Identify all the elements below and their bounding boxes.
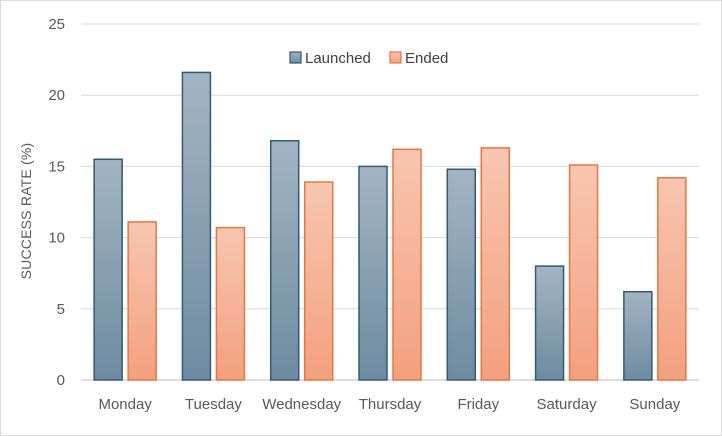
bar-launched-saturday <box>534 265 565 381</box>
legend-swatch-launched <box>289 51 302 64</box>
x-tick-label-sunday: Sunday <box>629 396 680 413</box>
y-tick-label: 15 <box>48 158 65 175</box>
bar-ended-sunday <box>657 177 687 381</box>
bar-launched-friday <box>446 168 477 381</box>
bar-ended-saturday <box>568 164 599 381</box>
x-tick-label-wednesday: Wednesday <box>262 396 341 413</box>
bar-ended-wednesday <box>303 181 334 381</box>
bar-ended-tuesday <box>215 226 246 381</box>
x-tick-label-tuesday: Tuesday <box>185 396 242 413</box>
bar-launched-sunday <box>623 290 653 381</box>
x-axis-ticks: Monday Tuesday Wednesday Thursday Friday Satu… <box>98 396 680 413</box>
x-tick-label-friday: Friday <box>457 396 499 413</box>
bars <box>93 71 687 381</box>
legend-label-ended: Ended <box>405 50 448 67</box>
gridlines <box>81 23 699 381</box>
bar-launched-monday <box>93 158 123 381</box>
y-tick-label: 10 <box>48 230 65 247</box>
bar-launched-thursday <box>358 165 388 381</box>
x-tick-label-monday: Monday <box>98 396 152 413</box>
y-tick-label: 5 <box>57 301 65 318</box>
y-tick-label: 0 <box>57 372 65 389</box>
legend: Launched Ended <box>289 50 448 67</box>
bar-ended-thursday <box>392 148 422 381</box>
bar-launched-wednesday <box>269 140 300 381</box>
legend-swatch-ended <box>389 51 402 64</box>
y-tick-label: 20 <box>48 87 65 104</box>
y-axis-ticks: 0 5 10 15 20 25 <box>48 16 65 389</box>
legend-label-launched: Launched <box>305 50 371 67</box>
bar-launched-tuesday <box>181 71 212 381</box>
x-tick-label-thursday: Thursday <box>359 396 422 413</box>
bar-ended-monday <box>127 221 157 381</box>
y-axis-title: SUCCESS RATE (%) <box>18 143 34 280</box>
x-tick-label-saturday: Saturday <box>537 396 598 413</box>
y-tick-label: 25 <box>48 16 65 33</box>
bar-ended-friday <box>480 147 511 381</box>
